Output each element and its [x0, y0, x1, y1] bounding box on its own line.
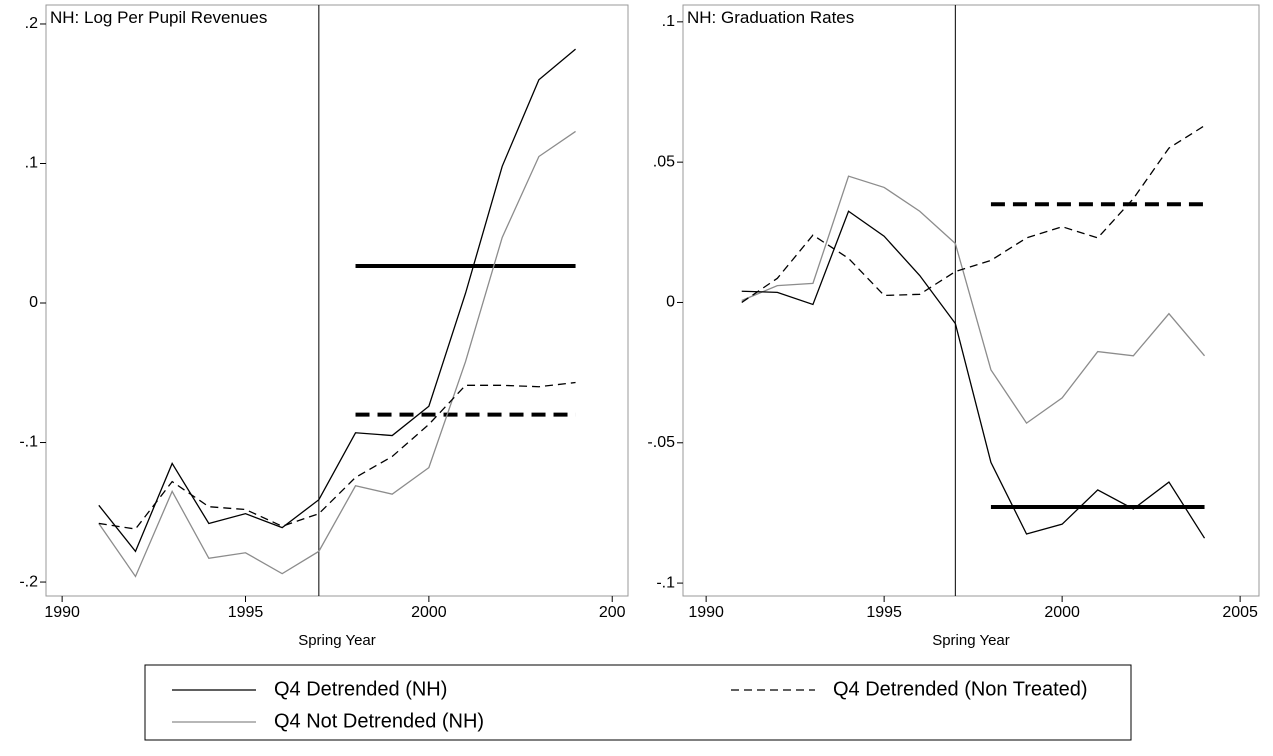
x-tick-label: 200	[599, 604, 626, 621]
y-tick-label: .1	[662, 13, 675, 30]
y-tick-label: .1	[25, 155, 38, 172]
x-tick-label: 1990	[688, 604, 724, 621]
y-tick-label: .2	[25, 15, 38, 32]
legend	[144, 664, 1132, 741]
series-line	[98, 130, 576, 578]
chart-title: NH: Log Per Pupil Revenues	[50, 8, 267, 27]
plot-area	[682, 4, 1260, 597]
x-axis-label: Spring Year	[298, 632, 376, 649]
x-tick-label: 2000	[1044, 604, 1080, 621]
y-tick-label: -.2	[19, 573, 38, 590]
x-tick-label: 2000	[411, 604, 447, 621]
chart-title: NH: Graduation Rates	[687, 8, 854, 27]
x-tick-label: 1995	[228, 604, 264, 621]
series-line	[741, 125, 1205, 304]
x-tick-label: 1995	[866, 604, 902, 621]
legend-label: Q4 Not Detrended (NH)	[274, 710, 484, 732]
legend-label: Q4 Detrended (NH)	[274, 678, 447, 700]
x-tick-label: 1990	[44, 604, 80, 621]
x-axis-label: Spring Year	[932, 632, 1010, 649]
series-line	[98, 48, 576, 553]
y-tick-label: 0	[29, 294, 38, 311]
y-tick-label: -.05	[647, 434, 675, 451]
y-tick-label: -.1	[656, 574, 675, 591]
series-line	[741, 210, 1206, 539]
legend-label: Q4 Detrended (Non Treated)	[833, 678, 1088, 700]
y-tick-label: .05	[653, 153, 675, 170]
y-tick-label: -.1	[19, 434, 38, 451]
x-tick-label: 2005	[1222, 604, 1258, 621]
series-line	[98, 381, 576, 530]
series-line	[741, 175, 1206, 425]
y-tick-label: 0	[666, 294, 675, 311]
plot-area	[45, 4, 629, 597]
